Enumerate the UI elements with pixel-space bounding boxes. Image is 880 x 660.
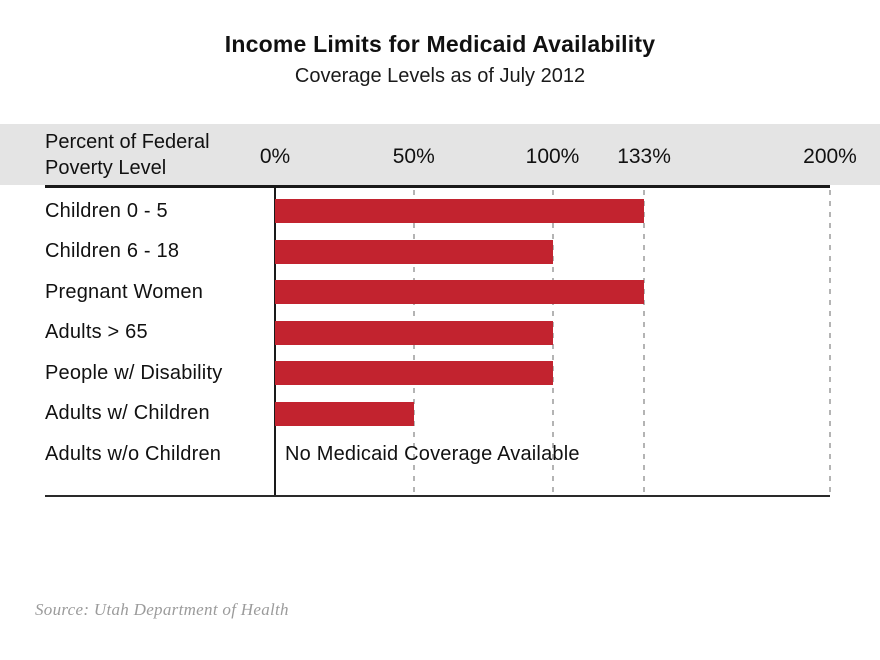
bar [275,401,414,426]
row-label: Adults w/o Children [45,442,222,465]
row-labels: Children 0 - 5 Children 6 - 18 Pregnant Wo… [45,191,273,475]
plot-rows: No Medicaid Coverage Available [275,191,830,475]
bar-row: No Medicaid Coverage Available [275,434,830,475]
row-label: Adults > 65 [45,321,148,344]
axis-tick-label: 200% [803,145,857,168]
axis-tick-labels: 0% 50% 100% 133% 200% [260,124,857,185]
axis-bottom-rule [45,495,830,497]
bar-row [275,232,830,273]
bar-row [275,353,830,394]
bar [275,320,553,345]
gridline [551,190,554,496]
axis-tick-label: 133% [617,145,671,168]
bar-row [275,272,830,313]
gridline [643,190,646,496]
bar [275,199,645,224]
bar-row [275,394,830,435]
axis-top-rule [45,185,830,188]
source-credit: Source: Utah Department of Health [35,600,289,619]
chart-subtitle: Coverage Levels as of July 2012 [294,65,586,87]
bar [275,280,645,305]
axis-tick-label: 0% [259,145,291,168]
axis-tick-label: 100% [525,145,580,168]
chart-title: Income Limits for Medicaid Availability [224,31,656,57]
row-label: Adults w/ Children [45,402,210,425]
no-coverage-text: No Medicaid Coverage Available [285,442,580,465]
axis-header-band: Percent of Federal Poverty Level [0,124,880,185]
gridline [829,190,831,496]
axis-title: Percent of Federal Poverty Level [45,129,210,181]
axis-title-line1: Percent of Federal [45,130,210,153]
row-label: Pregnant Women [45,280,204,303]
axis-title-line2: Poverty Level [45,156,167,179]
bar-row [275,313,830,354]
bar [275,239,553,264]
row-label: Children 0 - 5 [45,199,168,222]
axis-tick-label: 50% [392,145,435,168]
row-label: Children 6 - 18 [45,240,180,263]
bar-row [275,191,830,232]
row-label: People w/ Disability [45,361,223,384]
bar [275,361,553,386]
